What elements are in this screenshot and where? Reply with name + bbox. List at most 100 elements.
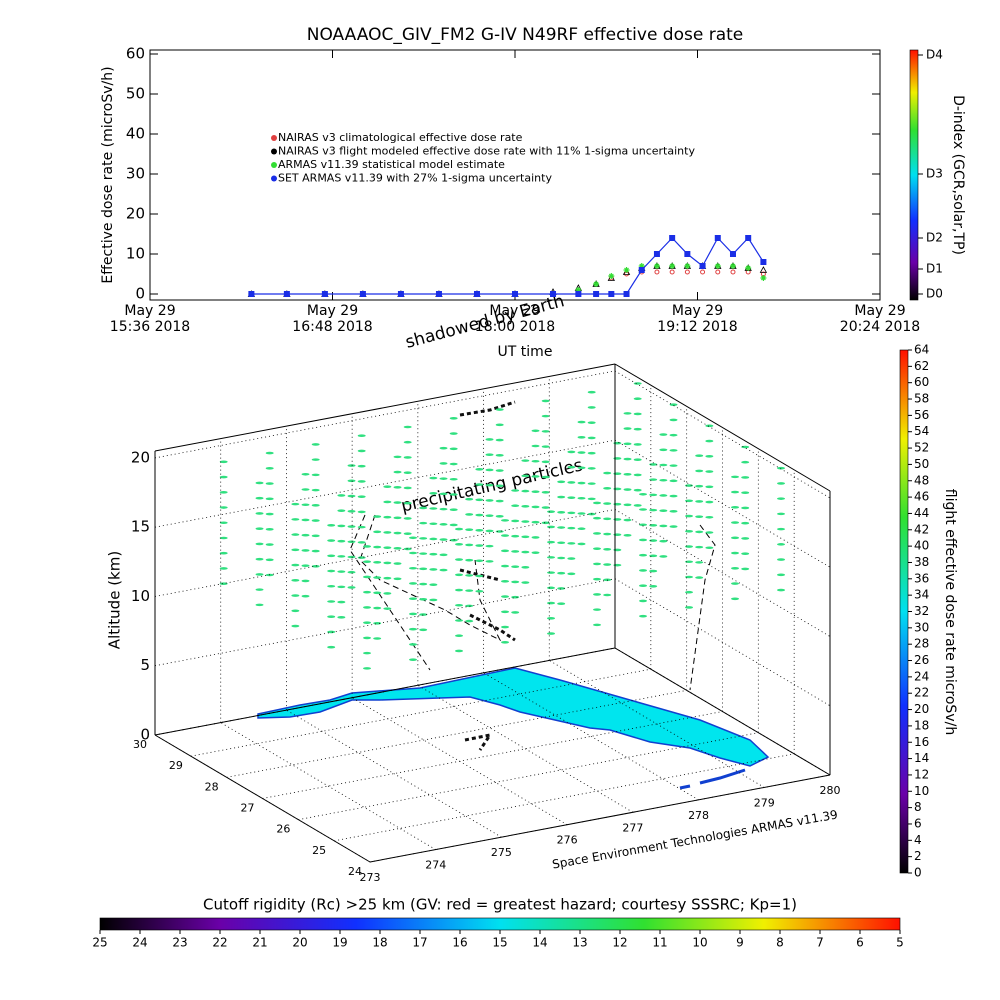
- dose-dash: [363, 545, 372, 548]
- x-tick-label: May 29 15:36 2018: [109, 303, 191, 335]
- dose-dash: [455, 603, 464, 607]
- y-tick-label: 60: [126, 45, 145, 63]
- dose-dash: [219, 475, 228, 479]
- colorbar-tick-label: 38: [914, 555, 929, 569]
- marker: [623, 291, 630, 297]
- legend-label: ARMAS v11.39 statistical model estimate: [278, 158, 505, 171]
- marker: [729, 263, 736, 269]
- dose-dash: [623, 503, 632, 507]
- dose-dash: [521, 474, 530, 478]
- dose-dash: [219, 460, 228, 464]
- dose-dash: [373, 530, 382, 534]
- marker: [715, 269, 721, 275]
- dose-dash: [547, 601, 556, 605]
- dose-dash: [593, 608, 602, 611]
- dose-dash: [501, 595, 510, 598]
- dose-dash: [603, 517, 612, 521]
- dose-dash: [593, 532, 602, 535]
- dose-dash: [649, 585, 658, 588]
- dose-dash: [347, 570, 356, 574]
- dose-dash: [669, 510, 678, 513]
- dose-dash: [741, 567, 750, 571]
- dose-dash: [465, 604, 474, 608]
- dose-dash: [409, 566, 418, 570]
- legend-marker: [271, 162, 277, 168]
- dose-dash: [393, 486, 402, 489]
- colorbar-tick-label: 23: [172, 936, 187, 950]
- dose-dash: [265, 558, 274, 562]
- colorbar-tick-label: 10: [692, 936, 707, 950]
- dose-dash: [495, 423, 504, 427]
- dose-dash: [639, 508, 648, 511]
- grid-line: [614, 370, 831, 499]
- dose-dash: [347, 555, 356, 559]
- dose-dash: [501, 534, 510, 537]
- dose-dash: [383, 607, 392, 610]
- marker: [248, 291, 255, 297]
- dose-dash: [439, 538, 448, 541]
- dose-dash: [475, 468, 484, 471]
- dose-dash: [455, 527, 464, 531]
- dose-dash: [695, 576, 704, 579]
- dose-dash: [777, 497, 786, 500]
- y-axis-label: Effective dose rate (microSv/h): [100, 66, 116, 283]
- colorbar-tick-label: 13: [572, 936, 587, 950]
- dose-dash: [511, 565, 520, 568]
- dose-dash: [511, 595, 520, 599]
- dose-dash: [409, 643, 418, 646]
- dose-dash: [403, 501, 412, 505]
- dose-dash: [567, 542, 576, 545]
- dose-dash: [485, 514, 494, 517]
- dose-dash: [255, 603, 264, 607]
- dose-dash: [495, 514, 504, 518]
- dose-dash: [741, 537, 750, 540]
- keys-map: [679, 768, 746, 790]
- dose-dash: [495, 484, 504, 488]
- dose-dash: [337, 509, 346, 512]
- colorbar-tick-label: 2: [914, 849, 922, 863]
- dose-dash: [623, 473, 632, 476]
- legend-marker: [271, 135, 277, 141]
- chart-title: NOAAAOC_GIV_FM2 G-IV N49RF effective dos…: [307, 25, 744, 45]
- dose-dash: [475, 544, 484, 547]
- dose-dash: [449, 416, 458, 420]
- dose-dash: [531, 536, 540, 539]
- dose-dash: [577, 542, 586, 546]
- dose-dash: [465, 513, 474, 516]
- axis-line: [369, 774, 831, 863]
- x-tick-label: 276: [557, 834, 578, 847]
- dose-dash: [669, 433, 678, 437]
- dose-dash: [439, 462, 448, 465]
- dose-dash: [301, 472, 310, 476]
- dose-dash: [455, 543, 464, 546]
- colorbar-tick-label: 58: [914, 392, 929, 406]
- dose-dash: [485, 560, 494, 563]
- dose-dash: [465, 589, 474, 592]
- dose-dash: [547, 525, 556, 529]
- dose-dash: [383, 531, 392, 534]
- grid-line: [614, 647, 831, 776]
- dose-dash: [623, 518, 632, 522]
- dose-dash: [567, 572, 576, 576]
- dose-dash: [373, 606, 382, 610]
- dose-dash: [639, 523, 648, 527]
- dose-dash: [541, 430, 550, 433]
- dose-dash: [521, 505, 530, 508]
- dose-dash: [409, 597, 418, 601]
- dose-dash: [455, 558, 464, 561]
- dose-dash: [511, 550, 520, 553]
- dose-dash: [419, 598, 428, 601]
- marker: [623, 267, 630, 273]
- grid-line: [286, 709, 502, 838]
- dose-dash: [337, 524, 346, 528]
- dose-dash: [669, 494, 678, 498]
- dose-dash: [603, 532, 612, 536]
- colorbar-tick-label: 16: [452, 936, 467, 950]
- dose-dash: [327, 569, 336, 573]
- colorbar-tick-label: 4: [914, 833, 922, 847]
- dose-dash: [347, 464, 356, 467]
- dose-dash: [695, 484, 704, 488]
- dose-dash: [327, 615, 336, 619]
- dose-dash: [541, 491, 550, 494]
- dose-dash: [593, 547, 602, 550]
